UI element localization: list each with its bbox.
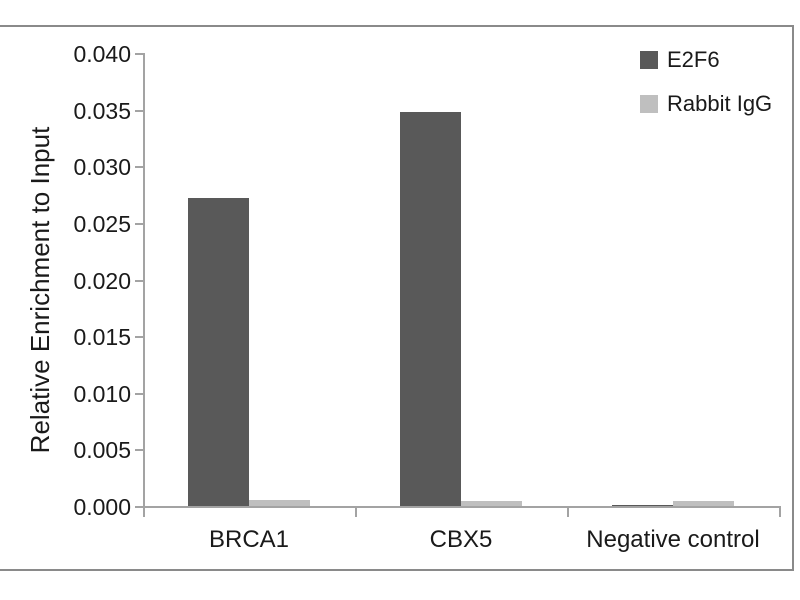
y-tick-label: 0.035 [73,98,131,124]
y-tick-mark [135,53,143,55]
x-category-label: Negative control [586,526,760,553]
legend-label-e2f6: E2F6 [667,47,720,72]
legend-label-rabbit-igg: Rabbit IgG [667,91,773,116]
y-tick-mark [135,110,143,112]
y-tick-label: 0.010 [73,381,131,407]
bar-rabbit-igg-negative-control [673,501,734,506]
y-tick-mark [135,506,143,508]
bar-e2f6-cbx5 [400,112,461,506]
y-tick-mark [135,393,143,395]
y-tick-label: 0.030 [73,154,131,180]
bar-e2f6-brca1 [188,198,249,506]
y-tick-mark [135,280,143,282]
y-tick-label: 0.025 [73,211,131,237]
x-category-label: BRCA1 [208,526,290,553]
chart-frame-border [0,25,794,571]
y-tick-mark [135,336,143,338]
y-tick-mark [135,166,143,168]
y-tick-mark [135,449,143,451]
legend-swatch-e2f6 [640,51,658,69]
y-axis-line [143,53,145,508]
bar-rabbit-igg-brca1 [249,500,310,506]
y-tick-mark [135,223,143,225]
x-tick-mark [567,506,569,517]
x-tick-mark [779,506,781,517]
x-axis-line [143,506,781,508]
y-tick-label: 0.000 [73,494,131,520]
y-tick-label: 0.015 [73,324,131,350]
x-tick-mark [355,506,357,517]
bar-e2f6-negative-control [612,505,673,506]
y-tick-label: 0.040 [73,41,131,67]
x-category-label: CBX5 [429,526,493,553]
y-tick-label: 0.005 [73,437,131,463]
x-tick-mark [143,506,145,517]
bar-rabbit-igg-cbx5 [461,501,522,506]
legend-swatch-rabbit-igg [640,95,658,113]
y-tick-label: 0.020 [73,268,131,294]
